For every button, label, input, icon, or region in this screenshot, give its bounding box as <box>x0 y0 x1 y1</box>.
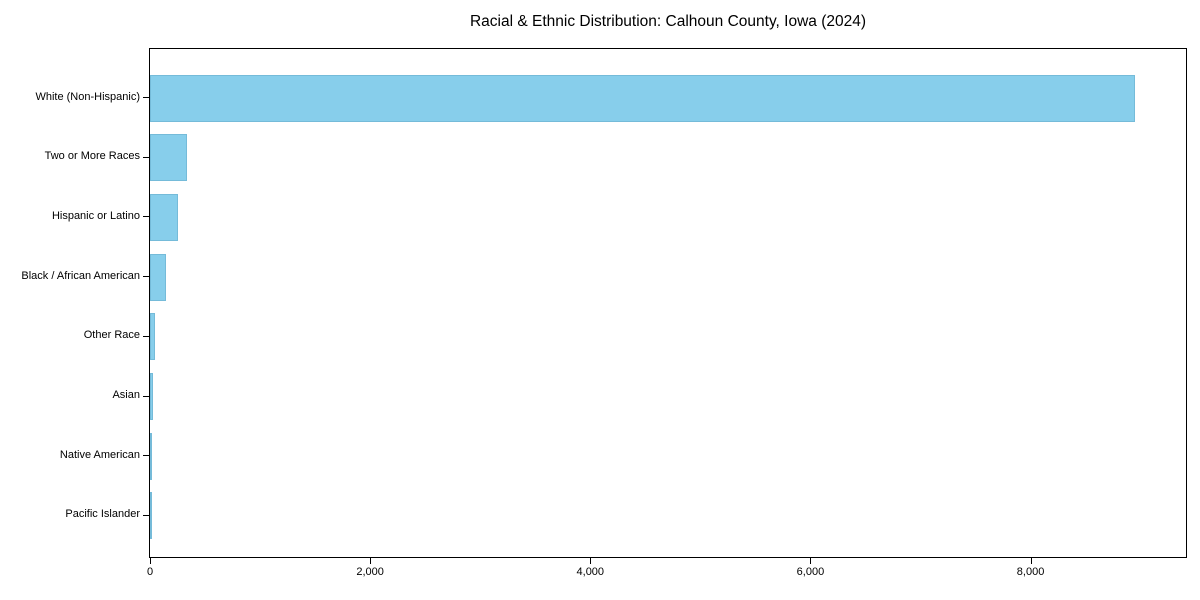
y-axis-label-two-or-more-races: Two or More Races <box>44 150 140 163</box>
y-tick-mark <box>143 335 149 337</box>
bar-asian <box>150 373 153 421</box>
bar-other-race <box>150 313 155 361</box>
x-axis-tick-label: 0 <box>146 566 154 578</box>
y-tick-mark <box>143 216 149 218</box>
y-tick-mark <box>143 276 149 278</box>
x-tick-mark <box>1030 558 1032 564</box>
x-tick-mark <box>150 558 151 564</box>
bar-two-or-more-races <box>150 134 188 182</box>
y-axis-label-native-american: Native American <box>59 448 140 461</box>
x-axis-tick-label: 8,000 <box>1016 566 1045 578</box>
y-tick-mark <box>143 455 149 457</box>
chart-title: Racial & Ethnic Distribution: Calhoun Co… <box>469 13 867 30</box>
x-tick-mark <box>370 558 372 564</box>
bar-white-non-hispanic <box>150 74 1136 122</box>
y-axis-label-asian: Asian <box>112 389 140 402</box>
x-tick-mark <box>810 558 812 564</box>
bar-native-american <box>150 432 152 480</box>
bar-hispanic-or-latino <box>150 193 179 241</box>
x-axis-tick-label: 2,000 <box>356 566 384 578</box>
y-tick-mark <box>143 514 149 516</box>
x-axis-tick-label: 6,000 <box>796 566 825 578</box>
plot-area <box>149 48 1187 558</box>
y-tick-mark <box>143 395 149 397</box>
y-axis-label-black-african-american: Black / African American <box>21 269 140 282</box>
x-axis-tick-label: 4,000 <box>576 566 605 578</box>
y-tick-mark <box>143 156 149 158</box>
y-axis-label-white-non-hispanic: White (Non-Hispanic) <box>35 90 140 103</box>
y-axis-label-hispanic-or-latino: Hispanic or Latino <box>51 209 140 222</box>
y-axis-label-other-race: Other Race <box>83 329 140 342</box>
x-tick-mark <box>590 558 592 564</box>
y-tick-mark <box>143 97 149 98</box>
y-axis-label-pacific-islander: Pacific Islander <box>65 508 140 521</box>
bar-pacific-islander <box>150 492 152 540</box>
bar-black-african-american <box>150 253 166 301</box>
